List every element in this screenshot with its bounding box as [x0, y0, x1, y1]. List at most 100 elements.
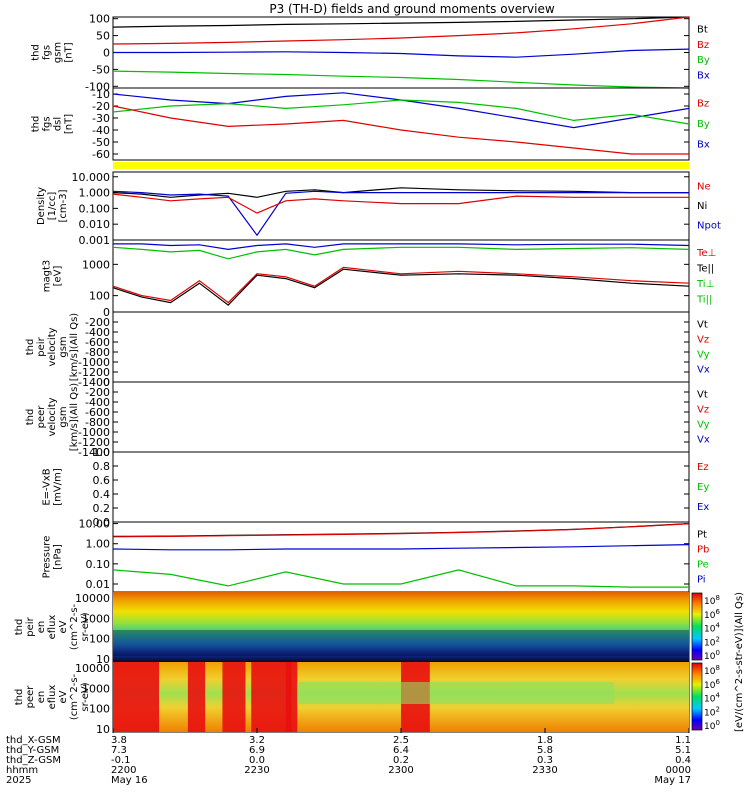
y-axis-label: [eV]	[53, 266, 64, 287]
y-tick-label: 0.8	[93, 460, 111, 473]
y-axis-label: eflux	[47, 685, 58, 710]
y-tick-label: -60	[92, 148, 110, 161]
y-tick-label: 10.00	[79, 518, 111, 531]
chart-title: P3 (TH-D) fields and ground moments over…	[269, 2, 554, 16]
y-axis-label: sr-eV)	[80, 682, 91, 711]
y-tick-label: 10000	[75, 662, 110, 675]
y-tick-label: 0.0	[93, 516, 111, 529]
legend-Pe: Pe	[697, 560, 709, 571]
x-axis-row-label: thd_Z-GSM	[6, 755, 61, 766]
x-axis-value: 0.4	[675, 755, 691, 766]
y-tick-label: 0.01	[86, 578, 111, 591]
y-tick-label: -50	[92, 136, 110, 149]
legend-Pi: Pi	[697, 575, 706, 586]
y-axis-label: thd	[31, 44, 42, 61]
series-line-Bz	[112, 16, 690, 45]
y-tick-label: 1000	[82, 682, 110, 695]
y-tick-label: 0	[103, 306, 110, 319]
legend-Bx: Bx	[697, 140, 710, 151]
colorbar-tick-label: 108	[704, 664, 720, 677]
y-axis-label: [km/s](All Qs)	[69, 383, 80, 451]
x-axis-value: 0.0	[249, 755, 265, 766]
y-axis-label: (cm^2-s-	[69, 603, 80, 650]
x-axis-value: 6.4	[393, 745, 409, 756]
y-tick-label: 0.010	[79, 218, 111, 231]
x-axis-value: 7.3	[111, 745, 127, 756]
y-tick-label: -200	[85, 386, 110, 399]
x-axis-row-label: thd_Y-GSM	[6, 745, 59, 756]
colorbar-tick-label: 106	[704, 678, 720, 691]
y-axis-label: thd	[25, 409, 36, 426]
legend-Ni: Ni	[697, 201, 707, 212]
x-axis-value: 2200	[111, 765, 136, 776]
x-axis-value: 3.8	[111, 735, 127, 746]
x-axis-value: 0.3	[537, 755, 553, 766]
legend-Vz: Vz	[697, 335, 709, 346]
peer-spectrogram-band	[297, 682, 615, 704]
series-line-Pb	[112, 523, 690, 538]
y-axis-label: velocity	[47, 397, 58, 436]
peir-velocity-frame	[112, 311, 690, 383]
x-axis-value: 2300	[388, 765, 413, 776]
panel-density: 10.000 1.000 0.100 0.010 0.001 Density [1/cc][…	[36, 171, 721, 247]
y-tick-label: -1400	[78, 446, 110, 459]
y-axis-label: dsl	[53, 117, 64, 131]
legend-Ez: Ez	[697, 462, 709, 473]
y-tick-label: -400	[85, 396, 110, 409]
peer-spectrogram-burst	[113, 662, 160, 732]
y-tick-label: -20	[92, 100, 110, 113]
colorbar-tick-label: 108	[704, 594, 720, 607]
colorbar-tick-label: 102	[704, 705, 720, 718]
y-axis-label: en	[36, 691, 47, 704]
spectrogram-fills	[113, 592, 689, 732]
peir-spectrogram-fill	[113, 592, 689, 662]
x-axis-row-label: 2025	[6, 775, 31, 786]
panel-efield: 1.00.80.60.40.20.0 E=-VxB [mV/m] Ez Ey Ex	[42, 446, 710, 529]
series-line-Ne	[112, 193, 689, 214]
legend-By: By	[697, 55, 710, 66]
x-axis-value: 0.2	[393, 755, 409, 766]
series-line-Ni	[112, 187, 689, 198]
legend-Vt: Vt	[697, 320, 708, 331]
pressure-frame	[112, 521, 690, 593]
y-axis-label: [mV/m]	[53, 468, 64, 506]
legend-Ti⊥: Ti⊥	[696, 279, 714, 290]
y-axis-label: eV	[58, 620, 69, 633]
legend-Te||: Te||	[696, 263, 714, 274]
y-tick-label: 1000	[82, 612, 110, 625]
y-axis-label: (cm^2-s-	[69, 673, 80, 720]
y-tick-label: -1200	[78, 436, 110, 449]
y-axis-label: peir	[25, 616, 36, 636]
series-line-Npot	[112, 190, 689, 237]
x-axis-value: May 16	[111, 775, 148, 786]
y-axis-label: eV	[58, 690, 69, 703]
y-tick-label: -1200	[78, 366, 110, 379]
y-tick-label: -200	[85, 316, 110, 329]
y-tick-label: 0.10	[86, 558, 111, 571]
series-line-Ti||	[112, 246, 690, 260]
y-axis-label: eflux	[47, 615, 58, 640]
y-tick-label: -1000	[78, 356, 110, 369]
fgs-dsl-frame	[112, 87, 690, 161]
y-tick-label: 100	[89, 633, 110, 646]
y-axis-label: sr-eV)	[80, 612, 91, 641]
y-axis-label: gsm	[58, 406, 69, 427]
y-axis-label: Pressure	[42, 536, 53, 579]
panel-temperature: 1000 100 magt3 [eV] Te⊥ Te|| Ti⊥ Ti||	[42, 239, 716, 313]
y-tick-label: 1.000	[79, 187, 111, 200]
y-axis-label: fgs	[42, 116, 53, 131]
x-axis-value: -0.1	[111, 755, 131, 766]
legend-Npot: Npot	[697, 220, 721, 231]
x-axis-row-label: thd_X-GSM	[6, 735, 61, 746]
x-axis-value: 2330	[532, 765, 557, 776]
peer-spectrogram-burst	[285, 662, 298, 732]
x-axis-value: 5.1	[675, 745, 691, 756]
y-axis-label: peir	[36, 336, 47, 356]
legend-Ne: Ne	[697, 182, 711, 193]
legend-Vx: Vx	[697, 365, 710, 376]
peer-spectrogram-burst	[251, 662, 292, 732]
quality-flag-bar	[113, 162, 689, 169]
x-axis-value: 2230	[244, 765, 269, 776]
